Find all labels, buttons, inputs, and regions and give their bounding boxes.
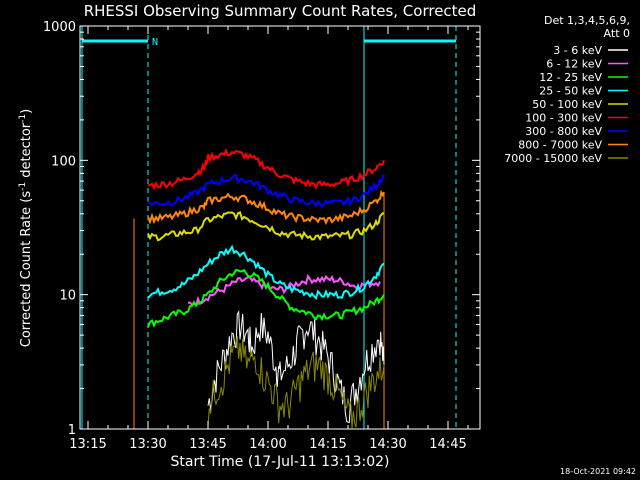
legend-header-2: Att 0: [604, 27, 630, 40]
series-line-3: [147, 244, 385, 301]
x-tick-label: 14:00: [249, 437, 286, 452]
series-line-5: [147, 148, 385, 191]
x-tick-label: 14:30: [369, 437, 406, 452]
legend-label-6: 300 - 800 keV: [525, 125, 602, 138]
y-tick-label: 1000: [43, 20, 76, 35]
plot-frame: [79, 25, 481, 430]
x-tick-label: 13:45: [189, 437, 226, 452]
legend-label-3: 25 - 50 keV: [539, 85, 602, 98]
x-axis-label: Start Time (17-Jul-11 13:13:02): [170, 454, 389, 470]
legend-label-4: 50 - 100 keV: [532, 98, 602, 111]
series-line-2: [147, 268, 385, 329]
legend-label-1: 6 - 12 keV: [546, 58, 602, 71]
legend-label-0: 3 - 6 keV: [553, 44, 602, 57]
plot-area: N: [81, 26, 457, 429]
y-axis-label-mid: detector: [19, 122, 34, 182]
legend-header-1: Det 1,3,4,5,6,9,: [544, 14, 630, 27]
footer-date: 18-Oct-2021 09:42: [560, 467, 636, 476]
y-axis-label-sup2: -1: [18, 114, 28, 123]
series-line-6: [147, 174, 385, 209]
x-tick-label: 14:45: [429, 437, 466, 452]
x-axis: 13:15 13:30 13:45 14:00 14:15 14:30 14:45: [69, 26, 469, 452]
legend-label-7: 800 - 7000 keV: [518, 139, 602, 152]
y-tick-label: 1: [68, 423, 76, 438]
y-tick-label: 10: [59, 289, 76, 304]
x-tick-label: 14:15: [309, 437, 346, 452]
night-marker: N: [152, 37, 158, 48]
series-line-7: [147, 189, 385, 226]
legend-label-2: 12 - 25 keV: [539, 71, 602, 84]
y-axis-label-main: Corrected Count Rate (s: [19, 191, 34, 348]
series-line-4: [147, 211, 385, 242]
y-axis-label: Corrected Count Rate (s-1 detector-1): [18, 109, 34, 347]
legend-label-8: 7000 - 15000 keV: [504, 152, 602, 165]
series-line-8: [207, 336, 385, 429]
y-tick-label: 100: [51, 154, 76, 169]
legend-label-5: 100 - 300 keV: [525, 112, 602, 125]
y-axis-label-sup1: -1: [18, 182, 28, 191]
y-axis: 1 10 100 1000: [43, 20, 480, 438]
series-line-1: [188, 273, 381, 307]
series-line-0: [207, 309, 385, 423]
y-axis-label-end: ): [19, 109, 34, 114]
x-tick-label: 13:15: [69, 437, 106, 452]
x-tick-label: 13:30: [129, 437, 166, 452]
chart-title: RHESSI Observing Summary Count Rates, Co…: [84, 2, 477, 20]
